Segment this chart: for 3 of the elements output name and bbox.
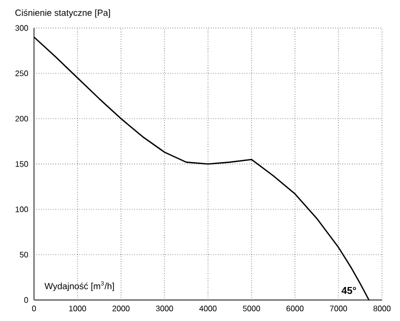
y-axis-title: Ciśnienie statyczne [Pa] <box>15 9 110 18</box>
annotation: 45° <box>342 286 356 294</box>
x-axis-title: Wydajność [m$^{3}$/h] <box>44 281 114 292</box>
